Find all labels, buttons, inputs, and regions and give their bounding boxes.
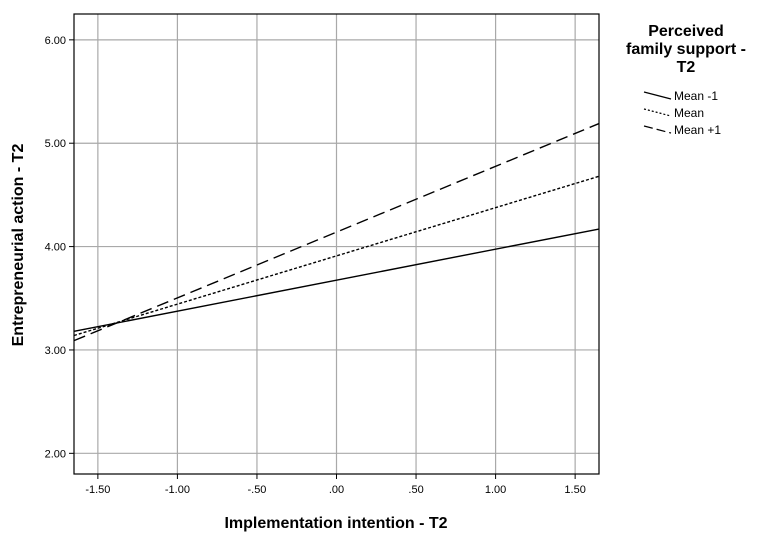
legend-swatch	[643, 125, 672, 134]
x-tick-label: 1.50	[564, 484, 585, 496]
y-tick-label: 5.00	[45, 138, 66, 150]
y-tick-label: 4.00	[45, 242, 66, 254]
x-tick-label: .50	[408, 484, 423, 496]
legend-title-line-2: family support -	[626, 41, 746, 58]
y-axis-ticks: 2.00 3.00 4.00 5.00 6.00	[45, 35, 74, 460]
x-tick-label: 1.00	[485, 484, 506, 496]
legend-item-label: Mean -1	[674, 89, 718, 103]
legend-title-line-3: T2	[677, 59, 696, 76]
legend-title-line-1: Perceived	[648, 23, 724, 40]
legend-swatch	[643, 108, 672, 117]
y-tick-label: 2.00	[45, 448, 66, 460]
y-tick-label: 6.00	[45, 35, 66, 47]
series-line	[73, 228, 600, 333]
y-axis-title: Entrepreneurial action - T2	[10, 144, 27, 347]
legend-swatch	[643, 91, 672, 100]
legend-item-label: Mean +1	[674, 123, 721, 137]
x-tick-label: -.50	[247, 484, 266, 496]
series-line	[73, 175, 600, 337]
legend-item-label: Mean	[674, 106, 704, 120]
series-lines	[73, 122, 600, 342]
x-axis-ticks: -1.50 -1.00 -.50 .00 .50 1.00 1.50	[85, 474, 586, 496]
legend: Perceived family support - T2 Mean -1 Mea…	[626, 23, 746, 137]
x-tick-label: -1.00	[165, 484, 190, 496]
x-tick-label: -1.50	[85, 484, 110, 496]
series-line	[73, 122, 600, 342]
x-axis-title: Implementation intention - T2	[224, 515, 447, 532]
x-tick-label: .00	[329, 484, 344, 496]
y-tick-label: 3.00	[45, 345, 66, 357]
